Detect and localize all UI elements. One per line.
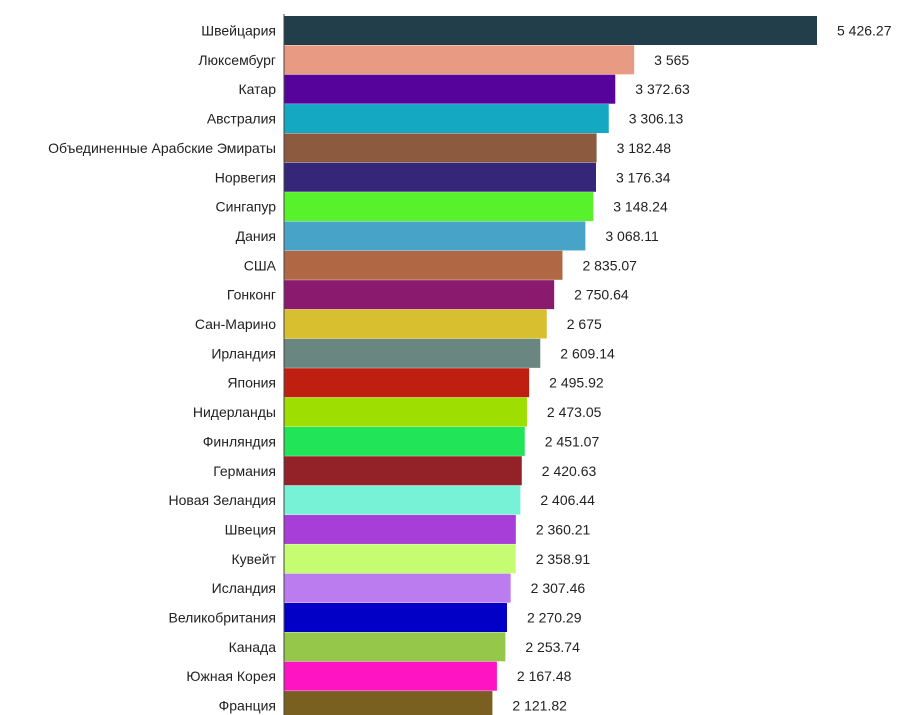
value-label: 2 495.92 xyxy=(549,375,604,391)
bar-15 xyxy=(284,426,525,456)
bar-10 xyxy=(284,280,555,310)
category-label: Финляндия xyxy=(203,433,276,449)
value-label: 2 675 xyxy=(567,316,602,332)
value-label: 2 473.05 xyxy=(547,404,602,420)
bar-20 xyxy=(284,573,511,603)
value-label: 2 750.64 xyxy=(574,287,629,303)
value-label: 2 451.07 xyxy=(545,433,600,449)
bar-3 xyxy=(284,74,616,104)
value-label: 3 306.13 xyxy=(629,111,684,127)
category-label: Дания xyxy=(236,228,276,244)
value-label: 3 176.34 xyxy=(616,169,671,185)
category-label: Норвегия xyxy=(215,169,276,185)
bar-21 xyxy=(284,603,508,632)
value-label: 5 426.27 xyxy=(837,23,892,39)
value-label: 2 835.07 xyxy=(582,257,637,273)
bar-19 xyxy=(284,544,516,574)
value-label: 2 358.91 xyxy=(536,551,591,567)
value-label: 2 167.48 xyxy=(517,668,572,684)
category-label: Ирландия xyxy=(211,345,276,361)
bar-7 xyxy=(284,192,594,222)
value-label: 2 307.46 xyxy=(531,580,586,596)
bar-12 xyxy=(284,338,541,368)
category-label: Кувейт xyxy=(232,551,277,567)
category-label: Австралия xyxy=(207,111,276,127)
bar-11 xyxy=(284,309,547,339)
category-label: США xyxy=(244,257,277,273)
category-labels-group: Швейцария Люксембург Катар Австралия Объедин… xyxy=(48,23,277,714)
category-label: Франция xyxy=(219,698,276,714)
bar-9 xyxy=(284,250,563,280)
value-label: 2 360.21 xyxy=(536,521,591,537)
value-label: 3 148.24 xyxy=(613,199,668,215)
category-label: Швейцария xyxy=(201,23,276,39)
bars-group xyxy=(284,16,817,715)
value-label: 3 565 xyxy=(654,52,689,68)
value-label: 3 068.11 xyxy=(605,228,659,244)
category-label: Катар xyxy=(239,81,277,97)
value-label: 3 182.48 xyxy=(617,140,672,156)
bar-2 xyxy=(284,45,635,75)
bar-5 xyxy=(284,133,597,163)
value-label: 2 270.29 xyxy=(527,610,582,626)
value-label: 2 406.44 xyxy=(540,492,595,508)
value-label: 2 609.14 xyxy=(560,345,615,361)
bar-6 xyxy=(284,162,596,192)
category-label: Сан-Марино xyxy=(195,316,276,332)
category-label: Великобритания xyxy=(168,610,276,626)
bar-22 xyxy=(284,632,506,662)
value-labels-group: 5 426.27 3 565 3 372.63 3 306.13 3 182.48 3 1… xyxy=(512,23,891,714)
category-label: Нидерланды xyxy=(193,404,276,420)
category-label: Гонконг xyxy=(227,287,276,303)
bar-17 xyxy=(284,485,521,515)
category-label: Швеция xyxy=(225,521,276,537)
bar-18 xyxy=(284,514,516,544)
value-label: 3 372.63 xyxy=(635,81,690,97)
value-label: 2 121.82 xyxy=(512,698,567,714)
bar-23 xyxy=(284,661,497,691)
bar-13 xyxy=(284,368,530,398)
category-label: Люксембург xyxy=(198,52,276,68)
category-label: Япония xyxy=(227,375,276,391)
bar-4 xyxy=(284,104,609,134)
bar-16 xyxy=(284,456,522,486)
category-label: Объединенные Арабские Эмираты xyxy=(48,140,276,156)
bar-1 xyxy=(284,16,817,45)
category-label: Новая Зеландия xyxy=(169,492,276,508)
category-label: Исландия xyxy=(212,580,276,596)
category-label: Сингапур xyxy=(216,199,277,215)
bar-14 xyxy=(284,397,527,427)
category-label: Южная Корея xyxy=(186,668,276,684)
bar-24 xyxy=(284,691,493,715)
value-label: 2 253.74 xyxy=(525,639,580,655)
bar-8 xyxy=(284,221,586,251)
value-label: 2 420.63 xyxy=(542,463,597,479)
category-label: Германия xyxy=(213,463,276,479)
category-label: Канада xyxy=(229,639,277,655)
